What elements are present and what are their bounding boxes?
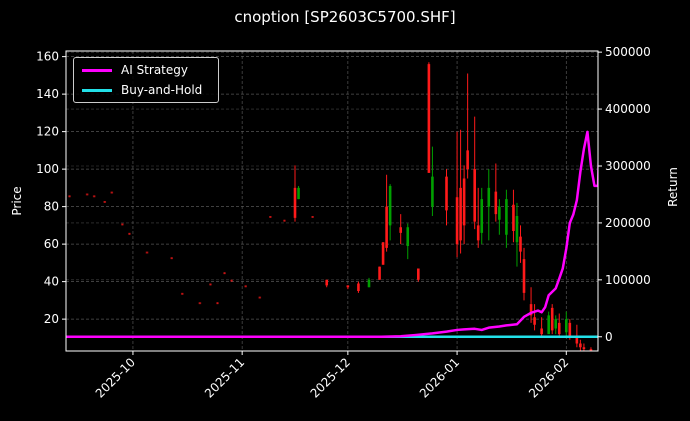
candle-body xyxy=(145,251,149,254)
candle-body xyxy=(550,307,554,331)
candle-body xyxy=(311,216,314,218)
candle-body xyxy=(85,193,89,196)
y-tick-label-left: 100 xyxy=(36,162,59,176)
candle-body xyxy=(564,319,568,333)
candle-body xyxy=(110,191,114,194)
candle-body xyxy=(68,195,71,198)
candle-body xyxy=(128,232,131,235)
x-tick-label: 2025-12 xyxy=(308,355,353,400)
candle-body xyxy=(378,266,381,280)
candle-body xyxy=(103,201,107,203)
candle-body xyxy=(554,319,558,329)
x-tick-label: 2026-01 xyxy=(417,355,462,400)
candle-body xyxy=(367,279,371,288)
legend-label-buy-and-hold: Buy-and-Hold xyxy=(121,83,203,97)
y-tick-label-left: 160 xyxy=(36,50,59,64)
candle-body xyxy=(385,206,388,248)
legend-swatch-buy-and-hold xyxy=(82,88,112,92)
candle-body xyxy=(325,279,329,286)
candle-body xyxy=(198,302,202,305)
candle-body xyxy=(293,187,297,218)
candle-body xyxy=(459,187,462,241)
y-tick-label-left: 80 xyxy=(44,200,59,214)
candle-body xyxy=(487,187,491,207)
candle-body xyxy=(445,176,448,211)
legend-label-ai-strategy: AI Strategy xyxy=(121,63,188,77)
candle-body xyxy=(346,285,350,288)
candle-body xyxy=(223,272,226,275)
candle-body xyxy=(216,302,219,305)
candle-body xyxy=(283,219,286,222)
candle-body xyxy=(462,178,466,226)
candle-body xyxy=(529,304,533,316)
candle-body xyxy=(170,257,173,260)
y-tick-label-left: 120 xyxy=(36,125,59,139)
candle-body xyxy=(494,191,498,215)
candle-body xyxy=(575,337,579,344)
y-tick-label-right: 0 xyxy=(605,330,613,344)
candle-body xyxy=(388,186,392,226)
candle-body xyxy=(455,197,459,245)
y-tick-label-right: 400000 xyxy=(605,102,651,116)
y-tick-label-right: 100000 xyxy=(605,273,651,287)
candle-body xyxy=(519,236,522,252)
candle-body xyxy=(180,292,184,295)
y-tick-label-left: 140 xyxy=(36,87,59,101)
legend-item-buy-and-hold: Buy-and-Hold xyxy=(82,81,202,99)
candle-body xyxy=(357,283,360,291)
candle-body xyxy=(582,347,586,350)
y-tick-label-left: 20 xyxy=(44,312,59,326)
candle-body xyxy=(512,204,515,231)
candle-body xyxy=(244,285,247,288)
candle-body xyxy=(473,169,476,222)
legend-swatch-ai-strategy xyxy=(82,68,112,72)
candle-body xyxy=(209,283,212,286)
candle-body xyxy=(269,216,272,218)
candle-body xyxy=(505,199,508,235)
candle-body xyxy=(568,322,572,336)
candle-body xyxy=(476,225,480,241)
candle-body xyxy=(381,242,385,265)
candle-body xyxy=(522,259,526,293)
candle-body xyxy=(121,223,124,226)
candle-body xyxy=(258,296,262,299)
candle-body xyxy=(547,315,550,335)
candle-body xyxy=(540,328,543,335)
candle-body xyxy=(417,268,420,280)
legend-item-ai-strategy: AI Strategy xyxy=(82,61,188,79)
x-tick-label: 2025-10 xyxy=(93,355,138,400)
candle-body xyxy=(557,322,561,335)
candle-body xyxy=(480,199,484,233)
y-axis-label-right: Return xyxy=(666,167,680,207)
y-tick-label-right: 500000 xyxy=(605,45,651,59)
candle-body xyxy=(515,216,519,243)
x-tick-label: 2025-11 xyxy=(202,355,247,400)
candle-body xyxy=(498,206,501,220)
candle-body xyxy=(427,64,431,173)
y-tick-label-left: 40 xyxy=(44,275,59,289)
candle-body xyxy=(297,187,300,200)
x-tick-label: 2026-02 xyxy=(526,355,571,400)
candle-body xyxy=(399,227,403,233)
y-tick-label-left: 60 xyxy=(44,237,59,251)
candle-body xyxy=(92,195,96,198)
y-tick-label-right: 200000 xyxy=(605,216,651,230)
chart-title: cnoption [SP2603C5700.SHF] xyxy=(234,8,456,26)
candle-body xyxy=(466,150,469,170)
legend: AI Strategy Buy-and-Hold xyxy=(73,57,219,103)
candle-body xyxy=(589,349,593,351)
candle-body xyxy=(406,227,410,246)
candle-body xyxy=(431,176,434,207)
plot-frame xyxy=(65,50,599,352)
candle-body xyxy=(230,279,233,282)
y-tick-label-right: 300000 xyxy=(605,159,651,173)
y-axis-label-left: Price xyxy=(10,186,24,215)
candle-body xyxy=(533,317,536,325)
ai-strategy-line xyxy=(66,130,598,339)
candle-body xyxy=(579,343,582,348)
